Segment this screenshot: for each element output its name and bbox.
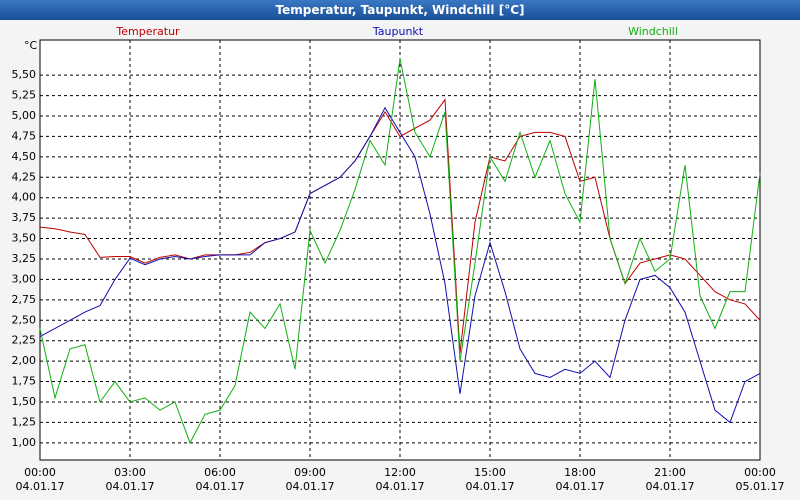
y-tick-label: 3,00 — [12, 272, 37, 285]
legend-entry: Taupunkt — [372, 25, 424, 38]
y-tick-label: 1,75 — [12, 375, 37, 388]
y-tick-label: 2,75 — [12, 293, 37, 306]
x-tick-label: 15:00 04.01.17 — [465, 466, 515, 493]
y-tick-label: 4,50 — [12, 150, 37, 163]
legend-entry: Temperatur — [115, 25, 180, 38]
y-axis-label: °C — [24, 39, 38, 52]
x-tick-label: 06:00 04.01.17 — [195, 466, 245, 493]
y-tick-label: 5,25 — [12, 89, 37, 102]
x-tick-label: 00:00 05.01.17 — [735, 466, 785, 493]
y-tick-label: 5,00 — [12, 109, 37, 122]
y-tick-label: 4,25 — [12, 170, 37, 183]
data-line — [39, 58, 761, 445]
y-tick-label: 5,50 — [12, 68, 37, 81]
data-line — [39, 106, 761, 424]
y-tick-label: 3,75 — [12, 211, 37, 224]
y-tick-label: 3,50 — [12, 232, 37, 245]
x-tick-label: 00:00 04.01.17 — [15, 466, 65, 493]
y-tick-label: 2,00 — [12, 354, 37, 367]
x-tick-label: 03:00 04.01.17 — [105, 466, 155, 493]
x-tick-label: 09:00 04.01.17 — [285, 466, 335, 493]
y-tick-label: 4,00 — [12, 191, 37, 204]
x-tick-label: 21:00 04.01.17 — [645, 466, 695, 493]
chart-title: Temperatur, Taupunkt, Windchill [°C] — [0, 0, 800, 20]
y-tick-label: 3,25 — [12, 252, 37, 265]
data-line — [39, 98, 761, 354]
y-tick-label: 4,75 — [12, 129, 37, 142]
x-tick-label: 12:00 04.01.17 — [375, 466, 425, 493]
y-tick-label: 2,25 — [12, 334, 37, 347]
y-tick-label: 1,50 — [12, 395, 37, 408]
y-tick-label: 1,25 — [12, 415, 37, 428]
legend-entry: Windchill — [628, 25, 678, 38]
y-tick-label: 2,50 — [12, 313, 37, 326]
y-tick-label: 1,00 — [12, 436, 37, 449]
x-tick-label: 18:00 04.01.17 — [555, 466, 605, 493]
